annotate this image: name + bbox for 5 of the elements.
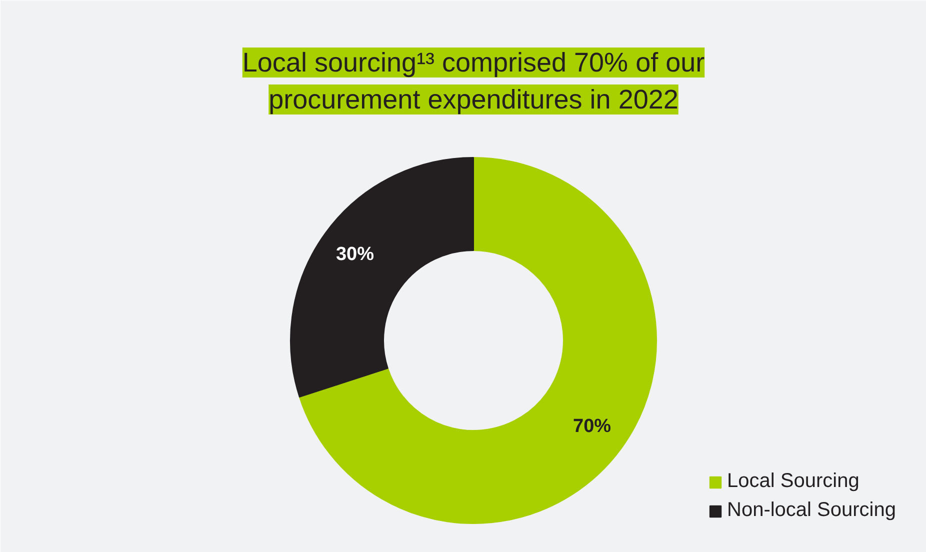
data-label: 70% bbox=[573, 416, 612, 438]
chart-title: Local sourcing¹³ comprised 70% of our procurement expenditures in 2022 bbox=[242, 48, 705, 114]
legend-label: Local Sourcing bbox=[727, 470, 860, 493]
data-label: 30% bbox=[336, 244, 374, 265]
legend-label: Non-local Sourcing bbox=[727, 499, 896, 522]
